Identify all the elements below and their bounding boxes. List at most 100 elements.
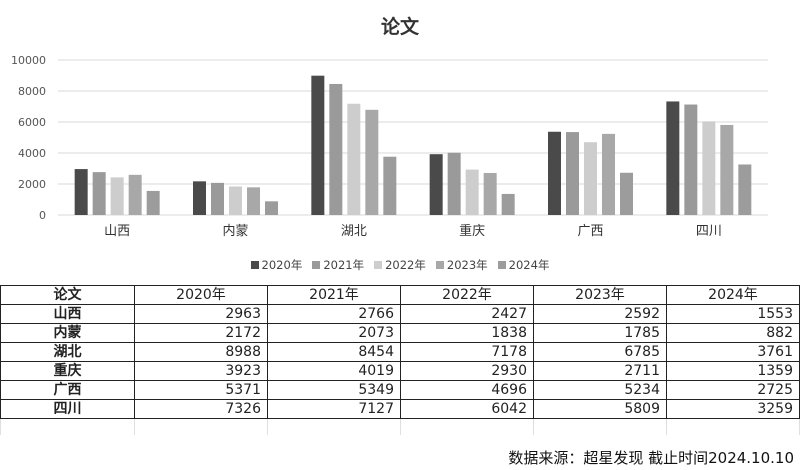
bar [265, 201, 278, 215]
bar [110, 177, 124, 215]
bar [501, 193, 515, 215]
legend-item: 2024年 [497, 257, 550, 273]
bar [666, 101, 680, 215]
bar [146, 190, 160, 215]
table-row-label: 四川 [0, 399, 135, 419]
legend-swatch [312, 261, 321, 269]
table-corner-label: 论文 [0, 285, 135, 305]
table-cell: 2963 [134, 304, 268, 324]
table-cell: 6042 [400, 399, 534, 419]
y-tick-label: 0 [39, 209, 46, 222]
table-cell: 2711 [533, 361, 667, 381]
x-tick-label: 内蒙 [222, 223, 248, 239]
table-column-header: 2023年 [533, 285, 667, 305]
y-tick-label: 2000 [18, 178, 46, 191]
bar [702, 121, 716, 215]
table-column-header: 2021年 [267, 285, 401, 305]
table-cell: 5809 [533, 399, 667, 419]
table-cell: 1785 [533, 323, 667, 343]
y-tick-label: 8000 [18, 85, 46, 98]
table-empty-cell [533, 418, 667, 435]
x-tick-label: 重庆 [459, 223, 485, 239]
chart-title: 论文 [380, 16, 419, 38]
y-tick-label: 4000 [18, 147, 46, 160]
bar [211, 182, 224, 215]
legend-label: 2024年 [508, 258, 550, 272]
bar-chart: 0 2000 4000 6000 8000 10000 山西 内蒙 湖北 重庆 广西 四川 [11, 54, 768, 239]
table-row: 重庆 3923 4019 2930 2711 1359 [0, 361, 800, 381]
legend-label: 2022年 [385, 258, 426, 272]
bar [311, 75, 325, 215]
bar [193, 181, 206, 215]
table-cell: 2592 [533, 304, 667, 324]
data-table-area: 论文 2020年 2021年 2022年 2023年 2024年 山西 2963 2766 242… [0, 285, 800, 435]
bar [602, 133, 615, 215]
bar [465, 169, 479, 215]
table-row-label: 山西 [0, 304, 135, 324]
table-empty-cell [134, 418, 268, 435]
table-cell: 8454 [267, 342, 401, 362]
table-cell: 3259 [666, 399, 800, 419]
table-row: 广西 5371 5349 4696 5234 2725 [0, 380, 800, 400]
bar [92, 172, 106, 215]
table-cell: 5371 [134, 380, 268, 400]
table-cell: 882 [666, 323, 800, 343]
bar [720, 124, 734, 215]
table-cell: 7326 [134, 399, 268, 419]
legend-swatch [435, 261, 444, 269]
y-tick-label: 10000 [11, 54, 46, 67]
table-cell: 2725 [666, 380, 800, 400]
data-table: 论文 2020年 2021年 2022年 2023年 2024年 山西 2963 2766 242… [0, 285, 800, 435]
y-tick-label: 6000 [18, 116, 46, 129]
table-cell: 2073 [267, 323, 401, 343]
bar [483, 172, 497, 215]
chart-legend: 2020年 2021年 2022年 2023年 2024年 [0, 257, 800, 273]
table-row-label: 广西 [0, 380, 135, 400]
table-empty-cell [666, 418, 800, 435]
legend-label: 2023年 [446, 258, 488, 272]
bar [347, 103, 361, 215]
table-empty-cell [267, 418, 401, 435]
table-cell: 7178 [400, 342, 534, 362]
table-row: 湖北 8988 8454 7178 6785 3761 [0, 342, 800, 362]
legend-swatch [250, 261, 259, 269]
table-cell: 2930 [400, 361, 534, 381]
table-cell: 3923 [134, 361, 268, 381]
legend-item: 2020年 [250, 257, 302, 273]
legend-item: 2023年 [435, 257, 488, 273]
x-tick-label: 四川 [696, 224, 722, 239]
bar [247, 187, 260, 215]
table-empty-row [0, 418, 800, 435]
table-cell: 7127 [267, 399, 401, 419]
table-column-header: 2022年 [400, 285, 534, 305]
table-column-header: 2020年 [134, 285, 268, 305]
bar [738, 164, 752, 215]
bar [383, 156, 397, 215]
bar [684, 104, 698, 215]
table-empty-cell [400, 418, 534, 435]
bar [447, 152, 461, 215]
table-row: 内蒙 2172 2073 1838 1785 882 [0, 323, 800, 343]
legend-swatch [374, 261, 383, 269]
bar [584, 142, 597, 215]
table-row: 山西 2963 2766 2427 2592 1553 [0, 304, 800, 324]
table-cell: 6785 [533, 342, 667, 362]
legend-item: 2021年 [312, 257, 364, 273]
bar [620, 172, 633, 215]
x-tick-label: 山西 [104, 224, 130, 239]
bar [229, 186, 242, 215]
legend-label: 2021年 [323, 258, 365, 272]
legend-item: 2022年 [374, 257, 426, 273]
bar [329, 83, 343, 215]
bar [429, 154, 443, 215]
table-cell: 1553 [666, 304, 800, 324]
table-row-label: 湖北 [0, 342, 135, 362]
table-cell: 3761 [666, 342, 800, 362]
table-cell: 5234 [533, 380, 667, 400]
table-cell: 4696 [400, 380, 534, 400]
table-row-label: 内蒙 [0, 323, 135, 343]
table-cell: 2427 [400, 304, 534, 324]
table-cell: 4019 [267, 361, 401, 381]
table-cell: 5349 [267, 380, 401, 400]
chart-area: 0 2000 4000 6000 8000 10000 山西 内蒙 湖北 重庆 广西 四川 论文 20… [0, 16, 800, 273]
